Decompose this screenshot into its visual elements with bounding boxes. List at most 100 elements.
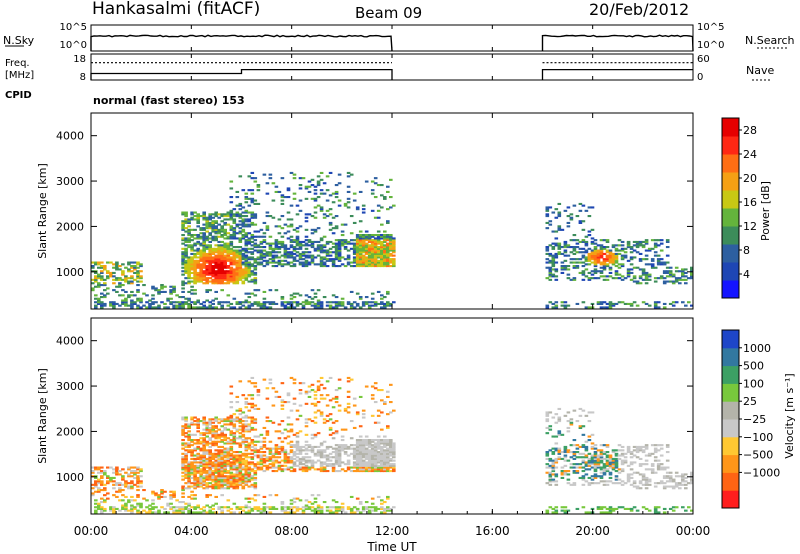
velocity-cell (593, 457, 598, 460)
power-cell (256, 251, 261, 254)
velocity-cell (220, 480, 224, 483)
velocity-cell (229, 420, 234, 423)
power-cell (635, 240, 640, 243)
power-cell (244, 235, 249, 238)
velocity-cell (376, 435, 381, 438)
velocity-cell (554, 483, 559, 486)
velocity-cell (235, 464, 240, 467)
velocity-cell (554, 447, 559, 450)
power-cell (364, 259, 369, 262)
velocity-cell (310, 459, 315, 462)
power-cell (358, 239, 363, 242)
velocity-cell (392, 470, 396, 473)
velocity-cell (253, 451, 258, 454)
velocity-cell (184, 507, 188, 510)
power-cell (352, 242, 357, 245)
power-cell (602, 261, 607, 264)
velocity-cell (103, 494, 107, 497)
velocity-cell (259, 445, 264, 448)
velocity-cell (205, 430, 209, 433)
velocity-cell (211, 430, 215, 433)
velocity-cell (229, 439, 234, 442)
velocity-cell (262, 506, 267, 509)
power-cell (578, 202, 583, 205)
power-cell (608, 261, 613, 264)
velocity-cell (229, 480, 234, 483)
velocity-cell (124, 502, 128, 505)
power-cell (289, 261, 294, 264)
power-cell (364, 180, 369, 183)
velocity-cell (587, 476, 592, 479)
velocity-cell (280, 420, 285, 423)
velocity-cell (118, 490, 122, 493)
power-cell (214, 263, 218, 266)
velocity-cell (181, 478, 185, 481)
velocity-cell (352, 426, 357, 429)
velocity-cell (313, 497, 318, 500)
velocity-cell (220, 449, 224, 452)
power-cell (235, 225, 240, 228)
velocity-cell (313, 416, 318, 419)
velocity-cell (184, 461, 188, 464)
velocity-cell (211, 457, 215, 460)
velocity-cell (229, 485, 234, 488)
power-cell (253, 239, 258, 242)
velocity-cell (190, 511, 194, 514)
power-cell (241, 218, 246, 221)
velocity-cell (193, 473, 197, 476)
velocity-cell (202, 487, 206, 490)
velocity-cell (380, 463, 384, 466)
velocity-cell (386, 466, 390, 469)
velocity-cell (325, 456, 330, 459)
power-cell (211, 237, 215, 240)
velocity-cell (638, 449, 643, 452)
velocity-cell (100, 489, 104, 492)
power-cell (367, 254, 372, 257)
power-cell (286, 218, 291, 221)
power-cell (545, 213, 550, 216)
power-cell (97, 299, 101, 302)
velocity-cell (563, 414, 568, 417)
velocity-cell (241, 420, 246, 423)
velocity-cell (202, 459, 206, 462)
power-cell (208, 273, 212, 276)
velocity-cell (190, 452, 194, 455)
power-cell (632, 266, 637, 269)
power-cell (259, 251, 264, 254)
velocity-cell (112, 487, 116, 490)
power-cell (373, 242, 378, 245)
velocity-cell (232, 426, 237, 429)
power-cell (614, 256, 619, 259)
velocity-cell (106, 482, 110, 485)
power-cell (181, 301, 185, 304)
velocity-cell (220, 454, 224, 457)
velocity-cell (283, 452, 288, 455)
velocity-cell (611, 468, 616, 471)
velocity-cell (614, 507, 619, 510)
power-cell (187, 306, 191, 309)
velocity-cell (208, 473, 212, 476)
power-cell (202, 223, 206, 226)
velocity-cell (244, 466, 249, 469)
velocity-cell (244, 511, 249, 514)
velocity-cell (265, 464, 270, 467)
power-cell (226, 218, 231, 221)
power-cell (665, 280, 670, 283)
power-cell (142, 292, 146, 295)
power-cell (247, 237, 252, 240)
power-cell (196, 213, 200, 216)
velocity-cell (593, 466, 598, 469)
power-cell (103, 284, 107, 287)
power-cell (181, 223, 185, 226)
velocity-cell (289, 456, 294, 459)
power-cell (383, 230, 387, 233)
power-cell (220, 251, 224, 254)
velocity-cell (139, 470, 143, 473)
velocity-cell (235, 473, 240, 476)
power-cell (560, 228, 565, 231)
velocity-cell (626, 451, 631, 454)
power-cell (599, 246, 604, 249)
power-cell (383, 261, 387, 264)
velocity-cell (331, 456, 336, 459)
power-cell (262, 290, 267, 293)
